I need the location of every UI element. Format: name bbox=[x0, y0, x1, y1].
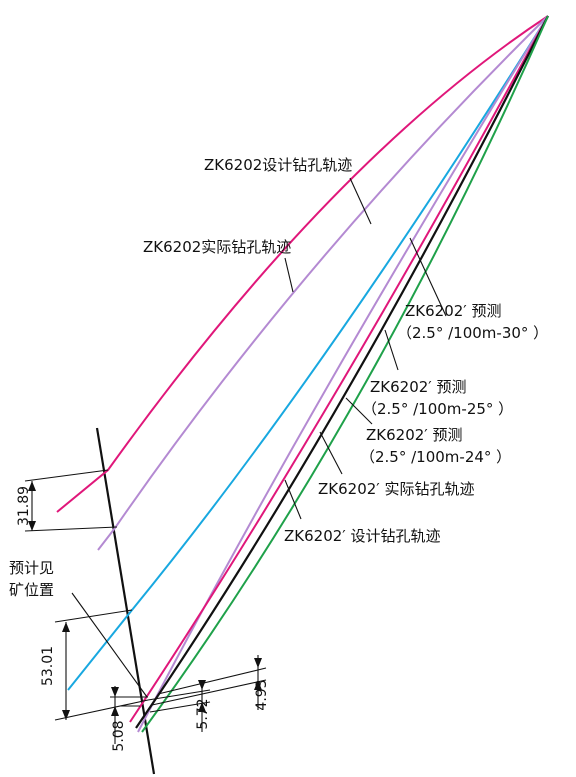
label-pred25-name: ZK6202′ 预测 bbox=[370, 378, 466, 396]
label-ore-position-line2: 矿位置 bbox=[9, 581, 54, 599]
label-pred25-param: （2.5° /100m-25° ） bbox=[362, 400, 513, 418]
zk6202-prime-pred-24-trajectory bbox=[141, 15, 549, 733]
dim-5-08-value: 5.08 bbox=[111, 720, 127, 751]
label-zk6202-design: ZK6202设计钻孔轨迹 bbox=[204, 156, 352, 174]
label-pred24-name: ZK6202′ 预测 bbox=[366, 426, 462, 444]
label-pred30-param: （2.5° /100m-30° ） bbox=[397, 324, 548, 342]
dimension-53-01 bbox=[54, 609, 149, 721]
dimension-53-01-arrows bbox=[62, 622, 70, 720]
small-dimension-arrows bbox=[111, 658, 262, 716]
label-pred30-name: ZK6202′ 预测 bbox=[405, 302, 501, 320]
label-prime-design: ZK6202′ 设计钻孔轨迹 bbox=[284, 527, 440, 545]
small-dimensions bbox=[110, 655, 267, 744]
zk6202-prime-actual-trajectory bbox=[135, 15, 549, 729]
label-ore-position-line1: 预计见 bbox=[9, 559, 54, 577]
dim-53-01-value: 53.01 bbox=[40, 646, 56, 686]
dim-5-72-value: 5.72 bbox=[195, 698, 211, 729]
label-pred24-param: （2.5° /100m-24° ） bbox=[360, 448, 511, 466]
zk6202-prime-pred-25-trajectory bbox=[129, 15, 549, 723]
dim-31-89-value: 31.89 bbox=[16, 486, 32, 526]
label-zk6202-actual: ZK6202实际钻孔轨迹 bbox=[143, 238, 291, 256]
dimension-31-89-arrows bbox=[28, 481, 36, 531]
zk6202-design-trajectory bbox=[56, 15, 549, 513]
dim-4-93-value: 4.93 bbox=[254, 679, 270, 710]
label-leaders bbox=[71, 177, 447, 698]
zk6202-prime-design-trajectory bbox=[137, 15, 549, 733]
zk6202-actual-trajectory bbox=[97, 15, 549, 551]
label-prime-actual: ZK6202′ 实际钻孔轨迹 bbox=[318, 480, 474, 498]
zk6202-prime-pred-30-trajectory bbox=[67, 15, 549, 691]
